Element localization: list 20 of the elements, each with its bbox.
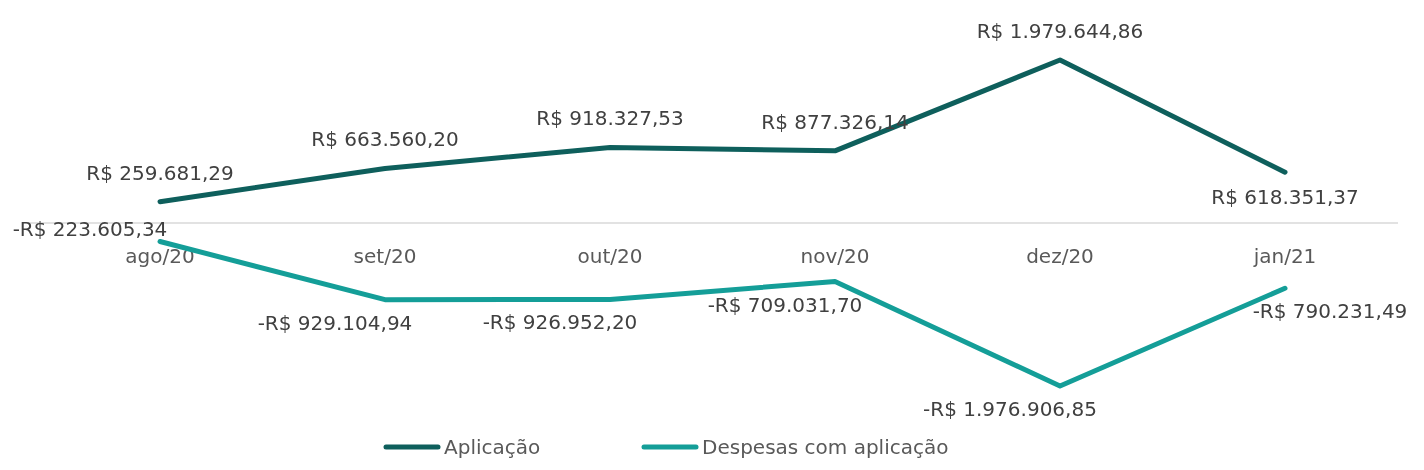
legend-label: Aplicação xyxy=(444,435,541,459)
data-label: -R$ 929.104,94 xyxy=(257,310,413,335)
x-tick-label: jan/21 xyxy=(1252,244,1317,269)
data-label: -R$ 1.976.906,85 xyxy=(923,397,1097,421)
legend-label: Despesas com aplicação xyxy=(702,435,949,459)
data-label: R$ 259.681,29 xyxy=(86,160,234,185)
data-label: R$ 618.351,37 xyxy=(1211,185,1359,210)
data-label: -R$ 790.231,49 xyxy=(1252,299,1408,324)
x-tick-label: out/20 xyxy=(577,244,643,269)
data-label: R$ 1.979.644,86 xyxy=(976,19,1144,43)
data-label: R$ 877.326,14 xyxy=(761,109,909,134)
x-tick-label: nov/20 xyxy=(800,244,870,269)
data-label: R$ 663.560,20 xyxy=(311,127,459,152)
data-label: -R$ 926.952,20 xyxy=(482,310,638,335)
x-tick-label: set/20 xyxy=(353,244,417,269)
data-label: -R$ 709.031,70 xyxy=(707,292,863,317)
x-tick-label: dez/20 xyxy=(1026,244,1094,269)
data-label: -R$ 223.605,34 xyxy=(12,216,168,241)
data-label: R$ 918.327,53 xyxy=(536,106,684,131)
x-tick-label: ago/20 xyxy=(125,244,195,269)
